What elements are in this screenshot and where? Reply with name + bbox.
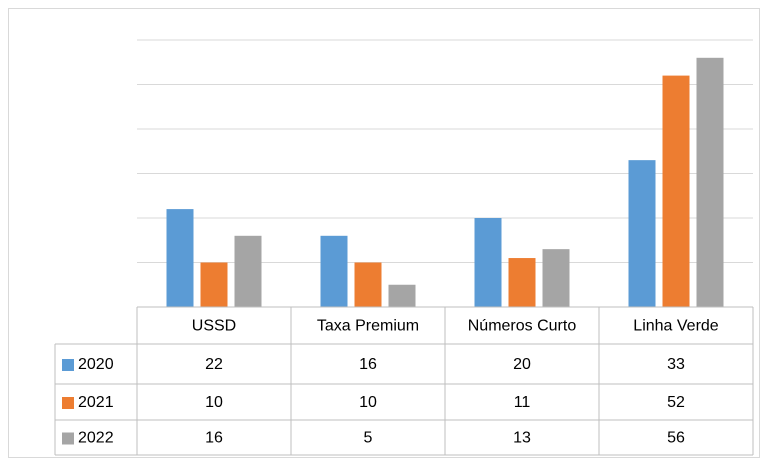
legend-key (62, 359, 74, 371)
table-value: 52 (667, 394, 685, 411)
table-value: 10 (205, 394, 223, 411)
legend-label: 2022 (78, 430, 114, 447)
table-value: 11 (514, 394, 531, 411)
bar (166, 209, 194, 307)
bar (200, 262, 228, 307)
table-value: 13 (513, 430, 531, 447)
x-tick-label: USSD (192, 318, 236, 335)
legend-key (62, 397, 74, 409)
table-value: 10 (359, 394, 377, 411)
legend-label: 2020 (78, 356, 114, 373)
table-value: 16 (359, 356, 377, 373)
x-tick-label: Números Curto (468, 318, 577, 335)
x-tick-label: Linha Verde (633, 318, 719, 335)
bar (696, 57, 724, 307)
bar (542, 249, 570, 307)
bar (628, 160, 656, 307)
table-value: 56 (667, 430, 685, 447)
bar (320, 235, 348, 307)
bar (662, 75, 690, 307)
table-value: 22 (205, 356, 223, 373)
bar (388, 284, 416, 307)
table-value: 16 (205, 430, 223, 447)
bar (354, 262, 382, 307)
table-value: 5 (364, 430, 373, 447)
bar (508, 258, 536, 307)
legend-label: 2021 (78, 394, 114, 411)
x-tick-label: Taxa Premium (317, 318, 419, 335)
bar (474, 218, 502, 307)
legend-key (62, 432, 74, 445)
table-value: 20 (513, 356, 531, 373)
bar (234, 235, 262, 307)
table-value: 33 (667, 356, 685, 373)
